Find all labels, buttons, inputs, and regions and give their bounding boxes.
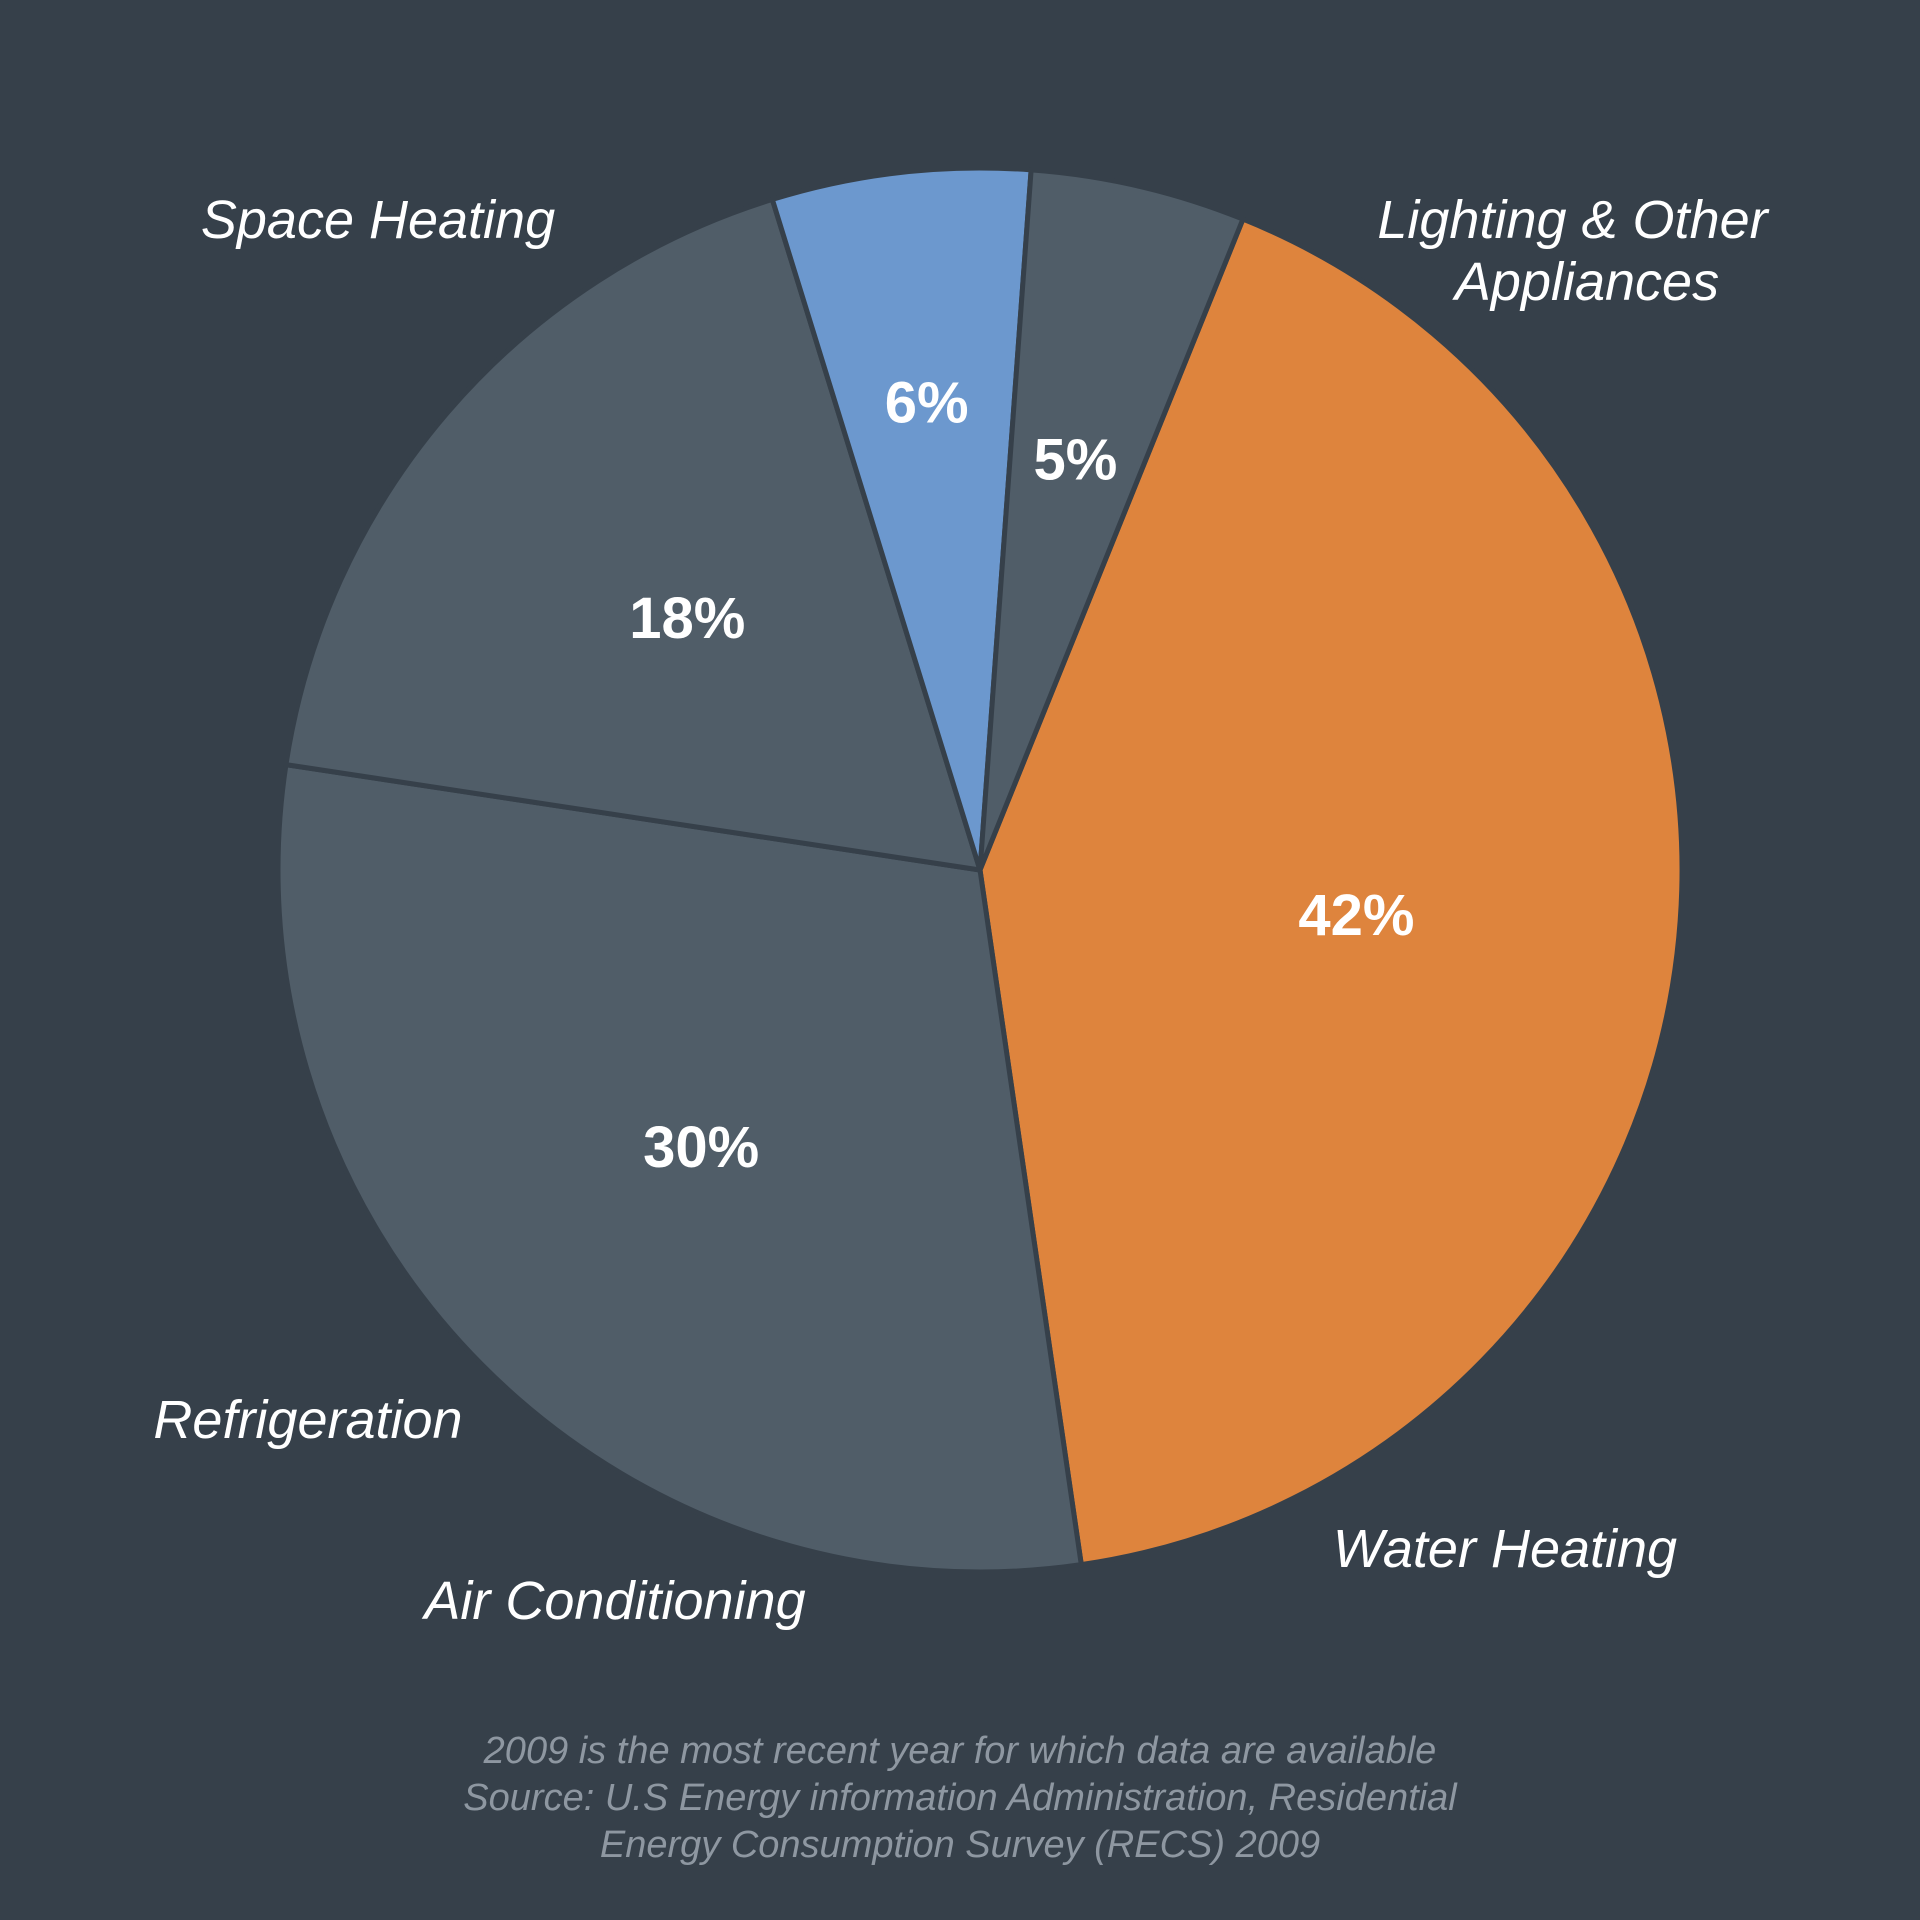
slice-label-air-conditioning: Air Conditioning bbox=[421, 1571, 805, 1631]
slice-label-lighting-line1: Lighting & Other bbox=[1377, 190, 1769, 250]
pie-percent-label-refrigeration: 5% bbox=[1033, 428, 1117, 493]
pie-slices bbox=[275, 165, 1685, 1575]
pie-slice-air-conditioning bbox=[769, 165, 1034, 873]
footnote-line-1: 2009 is the most recent year for which d… bbox=[483, 1730, 1437, 1772]
slice-label-refrigeration: Refrigeration bbox=[153, 1390, 462, 1450]
slice-label-lighting-line2: Appliances bbox=[1452, 252, 1719, 312]
pie-percent-label-water-heating: 18% bbox=[629, 586, 745, 651]
footnote-line-3: Energy Consumption Survey (RECS) 2009 bbox=[599, 1824, 1321, 1866]
percent-labels: 42% 30% 18% 6% 5% bbox=[629, 371, 1414, 1180]
pie-percent-label-air-conditioning: 6% bbox=[885, 371, 969, 436]
slice-label-lighting-other-appliances: Lighting & Other Appliances bbox=[1377, 190, 1782, 312]
pie-percent-label-lighting-other-appliances: 30% bbox=[643, 1115, 759, 1180]
pie-slice-lighting-other-appliances bbox=[275, 762, 1084, 1575]
pie-slice-space-heating bbox=[977, 216, 1685, 1568]
slice-label-space-heating: Space Heating bbox=[201, 190, 555, 250]
slice-label-water-heating: Water Heating bbox=[1333, 1519, 1677, 1579]
footnote-line-2: Source: U.S Energy information Administr… bbox=[463, 1777, 1457, 1819]
source-footnote: 2009 is the most recent year for which d… bbox=[0, 1728, 1920, 1869]
pie-percent-label-space-heating: 42% bbox=[1298, 883, 1414, 948]
pie-slice-refrigeration bbox=[977, 167, 1246, 873]
pie-slice-water-heating bbox=[283, 196, 983, 873]
